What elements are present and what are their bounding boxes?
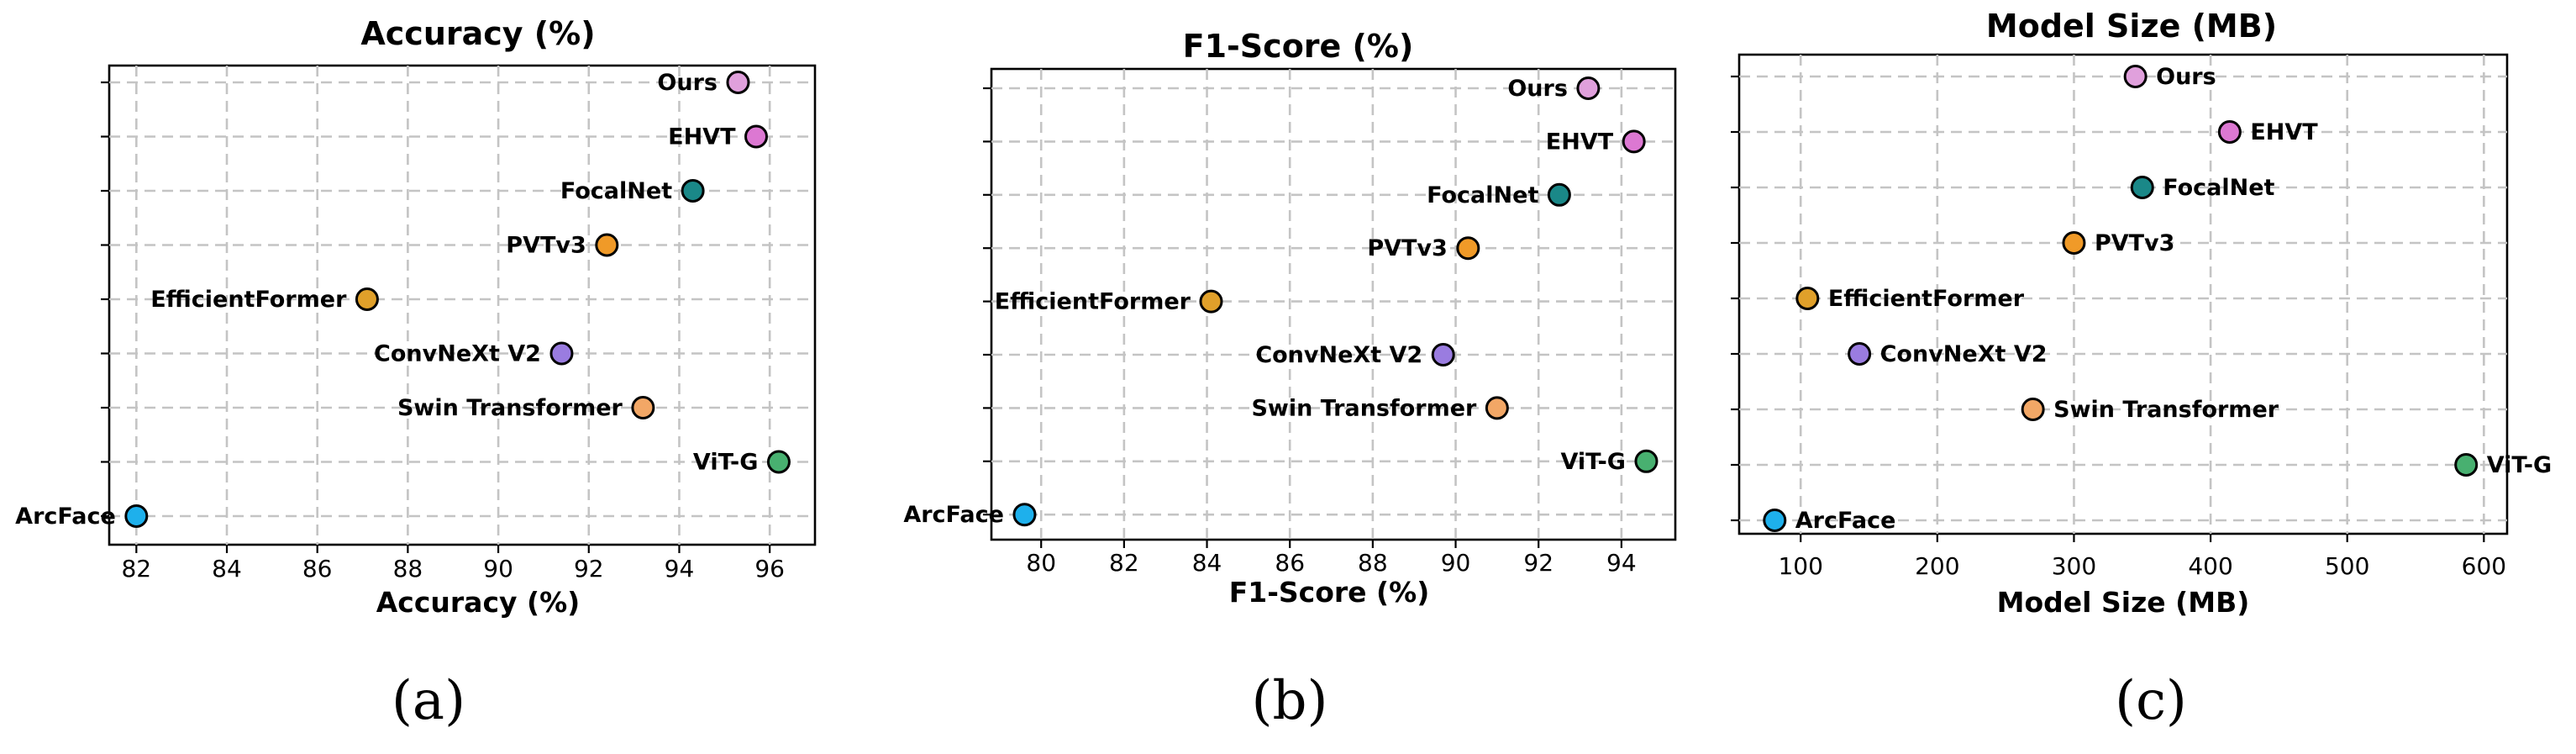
x-tick-label: 86 xyxy=(1275,549,1305,577)
point-label-focalnet: FocalNet xyxy=(2163,175,2274,201)
chart-title: Model Size (MB) xyxy=(1986,8,2277,45)
point-pvtv3 xyxy=(595,233,619,257)
plot-frame xyxy=(108,64,817,546)
point-label-focalnet: FocalNet xyxy=(1427,182,1538,208)
x-tick-label: 92 xyxy=(1523,549,1553,577)
model-size-panel: Model Size (MB) 100 200 300 400 500 600 Ours E… xyxy=(1731,8,2552,732)
chart-title: Accuracy (%) xyxy=(360,15,595,52)
chart-title: F1-Score (%) xyxy=(1183,28,1414,65)
x-axis-label: F1-Score (%) xyxy=(1229,576,1430,609)
point-label-pvtv3: PVTv3 xyxy=(2095,230,2175,256)
point-ehvt xyxy=(744,124,768,149)
f1-score-panel: F1-Score (%) 80 82 84 86 88 90 92 94 Ours EHVT Fo… xyxy=(903,28,1677,732)
point-arcface xyxy=(1012,503,1037,527)
point-label-efficientformer: EfficientFormer xyxy=(1828,286,2025,312)
point-label-arcface: ArcFace xyxy=(903,502,1004,528)
x-tick-label: 100 xyxy=(1778,552,1822,580)
x-tick-label: 500 xyxy=(2325,552,2369,580)
point-vit-g xyxy=(766,450,791,474)
accuracy-panel: Accuracy (%) 82 84 86 88 90 92 94 96 Ours EHVT Fo… xyxy=(15,15,817,732)
x-tick-label: 94 xyxy=(1606,549,1637,577)
x-axis-label: Accuracy (%) xyxy=(376,586,581,619)
point-convnext-v2 xyxy=(1431,343,1455,366)
point-label-convnext-v2: ConvNeXt V2 xyxy=(1880,341,2048,367)
point-label-ours: Ours xyxy=(657,70,718,96)
point-pvtv3 xyxy=(2062,231,2086,255)
point-pvtv3 xyxy=(1456,236,1480,261)
plot-frame xyxy=(990,67,1677,541)
panel-label: (a) xyxy=(392,670,465,732)
point-ehvt xyxy=(2217,120,2242,144)
x-tick-label: 86 xyxy=(302,555,333,583)
point-ehvt xyxy=(1622,129,1646,154)
point-ours xyxy=(2123,65,2148,88)
point-label-ehvt: EHVT xyxy=(1546,129,1614,155)
point-label-pvtv3: PVTv3 xyxy=(506,233,586,259)
point-efficientformer xyxy=(1199,289,1223,314)
x-axis-label: Model Size (MB) xyxy=(1997,586,2250,619)
point-vit-g xyxy=(1634,449,1659,473)
point-label-focalnet: FocalNet xyxy=(560,178,672,204)
x-tick-label: 90 xyxy=(1441,549,1471,577)
point-efficientformer xyxy=(1795,287,1820,310)
x-tick-label: 90 xyxy=(483,555,513,583)
x-tick-label: 80 xyxy=(1026,549,1056,577)
point-label-arcface: ArcFace xyxy=(1795,508,1896,534)
point-convnext-v2 xyxy=(549,341,574,366)
point-efficientformer xyxy=(355,287,379,311)
x-tick-label: 96 xyxy=(754,555,785,583)
point-vit-g xyxy=(2454,453,2479,477)
point-label-convnext-v2: ConvNeXt V2 xyxy=(1255,342,1422,368)
point-focalnet xyxy=(1547,182,1571,207)
point-focalnet xyxy=(2130,176,2154,199)
point-arcface xyxy=(1763,509,1787,532)
x-tick-label: 88 xyxy=(393,555,423,583)
x-tick-label: 600 xyxy=(2462,552,2506,580)
x-tick-label: 82 xyxy=(1109,549,1139,577)
x-tick-label: 88 xyxy=(1358,549,1388,577)
point-arcface xyxy=(124,504,149,528)
x-tick-label: 84 xyxy=(212,555,242,583)
point-label-vit-g: ViT-G xyxy=(2487,452,2552,478)
point-label-ours: Ours xyxy=(2156,64,2216,90)
point-label-efficientformer: EfficientFormer xyxy=(150,287,347,313)
x-tick-label: 82 xyxy=(121,555,151,583)
x-tick-label: 94 xyxy=(665,555,695,583)
point-focalnet xyxy=(681,179,705,203)
point-label-arcface: ArcFace xyxy=(15,504,116,530)
point-ours xyxy=(1576,76,1601,100)
panel-label: (b) xyxy=(1252,670,1328,732)
point-label-swin-transformer: Swin Transformer xyxy=(2053,397,2279,423)
x-tick-label: 200 xyxy=(1915,552,1959,580)
point-ours xyxy=(726,71,750,94)
x-tick-label: 84 xyxy=(1192,549,1222,577)
point-swin-transformer xyxy=(631,396,655,419)
point-convnext-v2 xyxy=(1848,342,1872,366)
point-label-pvtv3: PVTv3 xyxy=(1367,235,1448,261)
point-label-vit-g: ViT-G xyxy=(1560,449,1626,475)
point-label-ours: Ours xyxy=(1507,76,1568,102)
point-label-vit-g: ViT-G xyxy=(693,450,759,476)
point-swin-transformer xyxy=(2021,398,2045,421)
x-tick-label: 400 xyxy=(2188,552,2232,580)
plot-frame xyxy=(1737,53,2509,535)
x-tick-label: 300 xyxy=(2052,552,2096,580)
point-swin-transformer xyxy=(1485,396,1509,420)
x-tick-label: 92 xyxy=(574,555,604,583)
point-label-ehvt: EHVT xyxy=(2250,119,2318,145)
point-label-swin-transformer: Swin Transformer xyxy=(397,395,623,421)
point-label-convnext-v2: ConvNeXt V2 xyxy=(374,341,541,367)
point-label-swin-transformer: Swin Transformer xyxy=(1251,395,1477,421)
point-label-ehvt: EHVT xyxy=(668,124,736,150)
panel-label: (c) xyxy=(2115,670,2187,732)
point-label-efficientformer: EfficientFormer xyxy=(995,289,1191,315)
